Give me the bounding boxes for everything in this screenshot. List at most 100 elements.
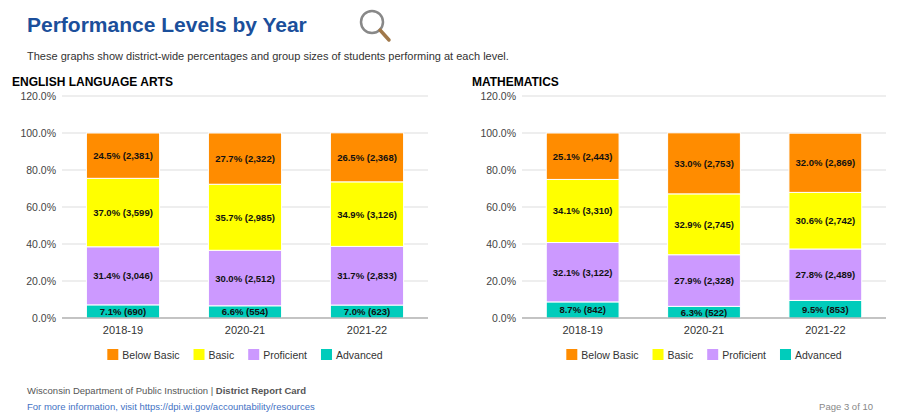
footer-text: District Report Card: [216, 385, 306, 396]
y-axis: 0.0%20.0%40.0%60.0%80.0%100.0%120.0%: [480, 90, 886, 324]
y-tick-label: 20.0%: [26, 275, 56, 287]
bar-segment: [546, 243, 619, 302]
data-label: 8.7% (842): [559, 304, 605, 315]
y-tick-label: 80.0%: [486, 164, 516, 176]
y-tick-label: 40.0%: [486, 238, 516, 250]
bar-segment: [86, 305, 159, 318]
bar-segment: [546, 302, 619, 318]
bar-segment: [330, 133, 403, 182]
bar-segment: [86, 247, 159, 305]
bar-segment: [668, 255, 741, 307]
y-tick-label: 40.0%: [26, 238, 56, 250]
legend-label: Proficient: [722, 349, 766, 361]
legend-item: Advanced: [780, 349, 842, 361]
data-labels: 7.1% (690)31.4% (3,046)37.0% (3,599)24.5…: [93, 150, 397, 317]
grid-line: [522, 318, 886, 319]
legend-item: Proficient: [248, 349, 307, 361]
y-axis: 0.0%20.0%40.0%60.0%80.0%100.0%120.0%: [20, 90, 428, 324]
y-tick-label: 60.0%: [486, 201, 516, 213]
legend-item: Advanced: [321, 349, 383, 361]
bar-segment: [789, 133, 862, 192]
bar-segment: [330, 182, 403, 247]
footer-text: Wisconsin Department of Public Instructi…: [27, 385, 216, 396]
bar-segment: [208, 184, 281, 250]
grid-line: [62, 96, 428, 97]
data-label: 6.3% (522): [681, 307, 727, 318]
bar-segment: [208, 133, 281, 184]
grid-line: [62, 318, 428, 319]
data-label: 34.1% (3,310): [553, 205, 613, 216]
x-tick-label: 2018-19: [103, 324, 143, 336]
bar-segment: [330, 246, 403, 305]
bars: [546, 133, 861, 318]
bar-segment: [668, 306, 741, 318]
bar-segment: [789, 192, 862, 249]
x-axis-line: [522, 318, 886, 319]
legend-item: Below Basic: [566, 349, 638, 361]
data-label: 24.5% (2,381): [93, 150, 153, 161]
legend-label: Proficient: [263, 349, 307, 361]
bar-segment: [86, 133, 159, 178]
legend: Below Basic Basic Proficient Advanced: [107, 349, 383, 361]
data-label: 9.5% (853): [802, 304, 848, 315]
legend-swatch: [653, 349, 664, 360]
legend-label: Basic: [668, 349, 694, 361]
legend-swatch: [707, 349, 718, 360]
data-label: 31.7% (2,833): [337, 270, 397, 281]
title: Performance Levels by Year: [27, 13, 307, 36]
data-label: 25.1% (2,443): [553, 151, 613, 162]
bar-segment: [546, 133, 619, 179]
data-label: 27.8% (2,489): [795, 269, 855, 280]
legend-swatch: [780, 349, 791, 360]
y-tick-label: 60.0%: [26, 201, 56, 213]
bar-segment: [330, 305, 403, 318]
subtitle: These graphs show district-wide percenta…: [27, 50, 509, 62]
data-label: 30.0% (2,512): [215, 273, 275, 284]
chart: MATHEMATICS0.0%20.0%40.0%60.0%80.0%100.0…: [472, 75, 886, 361]
y-tick-label: 80.0%: [26, 164, 56, 176]
data-label: 27.7% (2,322): [215, 153, 275, 164]
background: [0, 0, 900, 420]
y-tick-label: 100.0%: [480, 127, 516, 139]
data-label: 34.9% (3,126): [337, 209, 397, 220]
page-number: Page 3 of 10: [819, 401, 873, 412]
data-label: 30.6% (2,742): [795, 215, 855, 226]
data-label: 7.1% (690): [100, 306, 146, 317]
bar-segment: [789, 300, 862, 318]
data-label: 31.4% (3,046): [93, 270, 153, 281]
bar-segment: [208, 250, 281, 305]
data-label: 32.0% (2,869): [795, 157, 855, 168]
legend-item: Below Basic: [107, 349, 179, 361]
data-label: 27.9% (2,328): [674, 275, 734, 286]
chart: ENGLISH LANGUAGE ARTS 0.0% 20.0% 40.0% 60.0%…: [12, 75, 428, 361]
data-label: 7.0% (623): [344, 306, 390, 317]
legend: Below Basic Basic Proficient Advanced: [566, 349, 842, 361]
grid-line: [522, 96, 886, 97]
x-tick-label: 2021-22: [347, 324, 387, 336]
bar-segment: [86, 178, 159, 246]
x-axis-line: [62, 318, 428, 319]
legend-swatch: [248, 349, 259, 360]
data-labels: 8.7% (842) 32.1% (3,122) 34.1% (3,310) 25.1…: [553, 151, 855, 318]
data-label: 32.1% (3,122): [553, 267, 613, 278]
bar-segment: [208, 306, 281, 318]
bars: [86, 133, 403, 318]
chart-title: MATHEMATICS: [472, 75, 559, 89]
legend-label: Basic: [209, 349, 235, 361]
legend-swatch: [107, 349, 118, 360]
icon: [361, 11, 389, 40]
data-label: 32.9% (2,745): [674, 219, 734, 230]
legend-swatch: [321, 349, 332, 360]
legend-label: Below Basic: [581, 349, 638, 361]
x-tick-label: 2021-22: [805, 324, 845, 336]
chart-title: ENGLISH LANGUAGE ARTS: [12, 75, 173, 89]
legend-label: Advanced: [336, 349, 383, 361]
y-tick-label: 120.0%: [480, 90, 516, 102]
y-tick-label: 0.0%: [32, 312, 56, 324]
legend-item: Basic: [653, 349, 694, 361]
bar-segment: [668, 194, 741, 255]
bar-segment: [668, 133, 741, 194]
legend-label: Below Basic: [122, 349, 179, 361]
x-tick-label: 2020-21: [225, 324, 265, 336]
footer: Wisconsin Department of Public Instructi…: [27, 385, 873, 412]
